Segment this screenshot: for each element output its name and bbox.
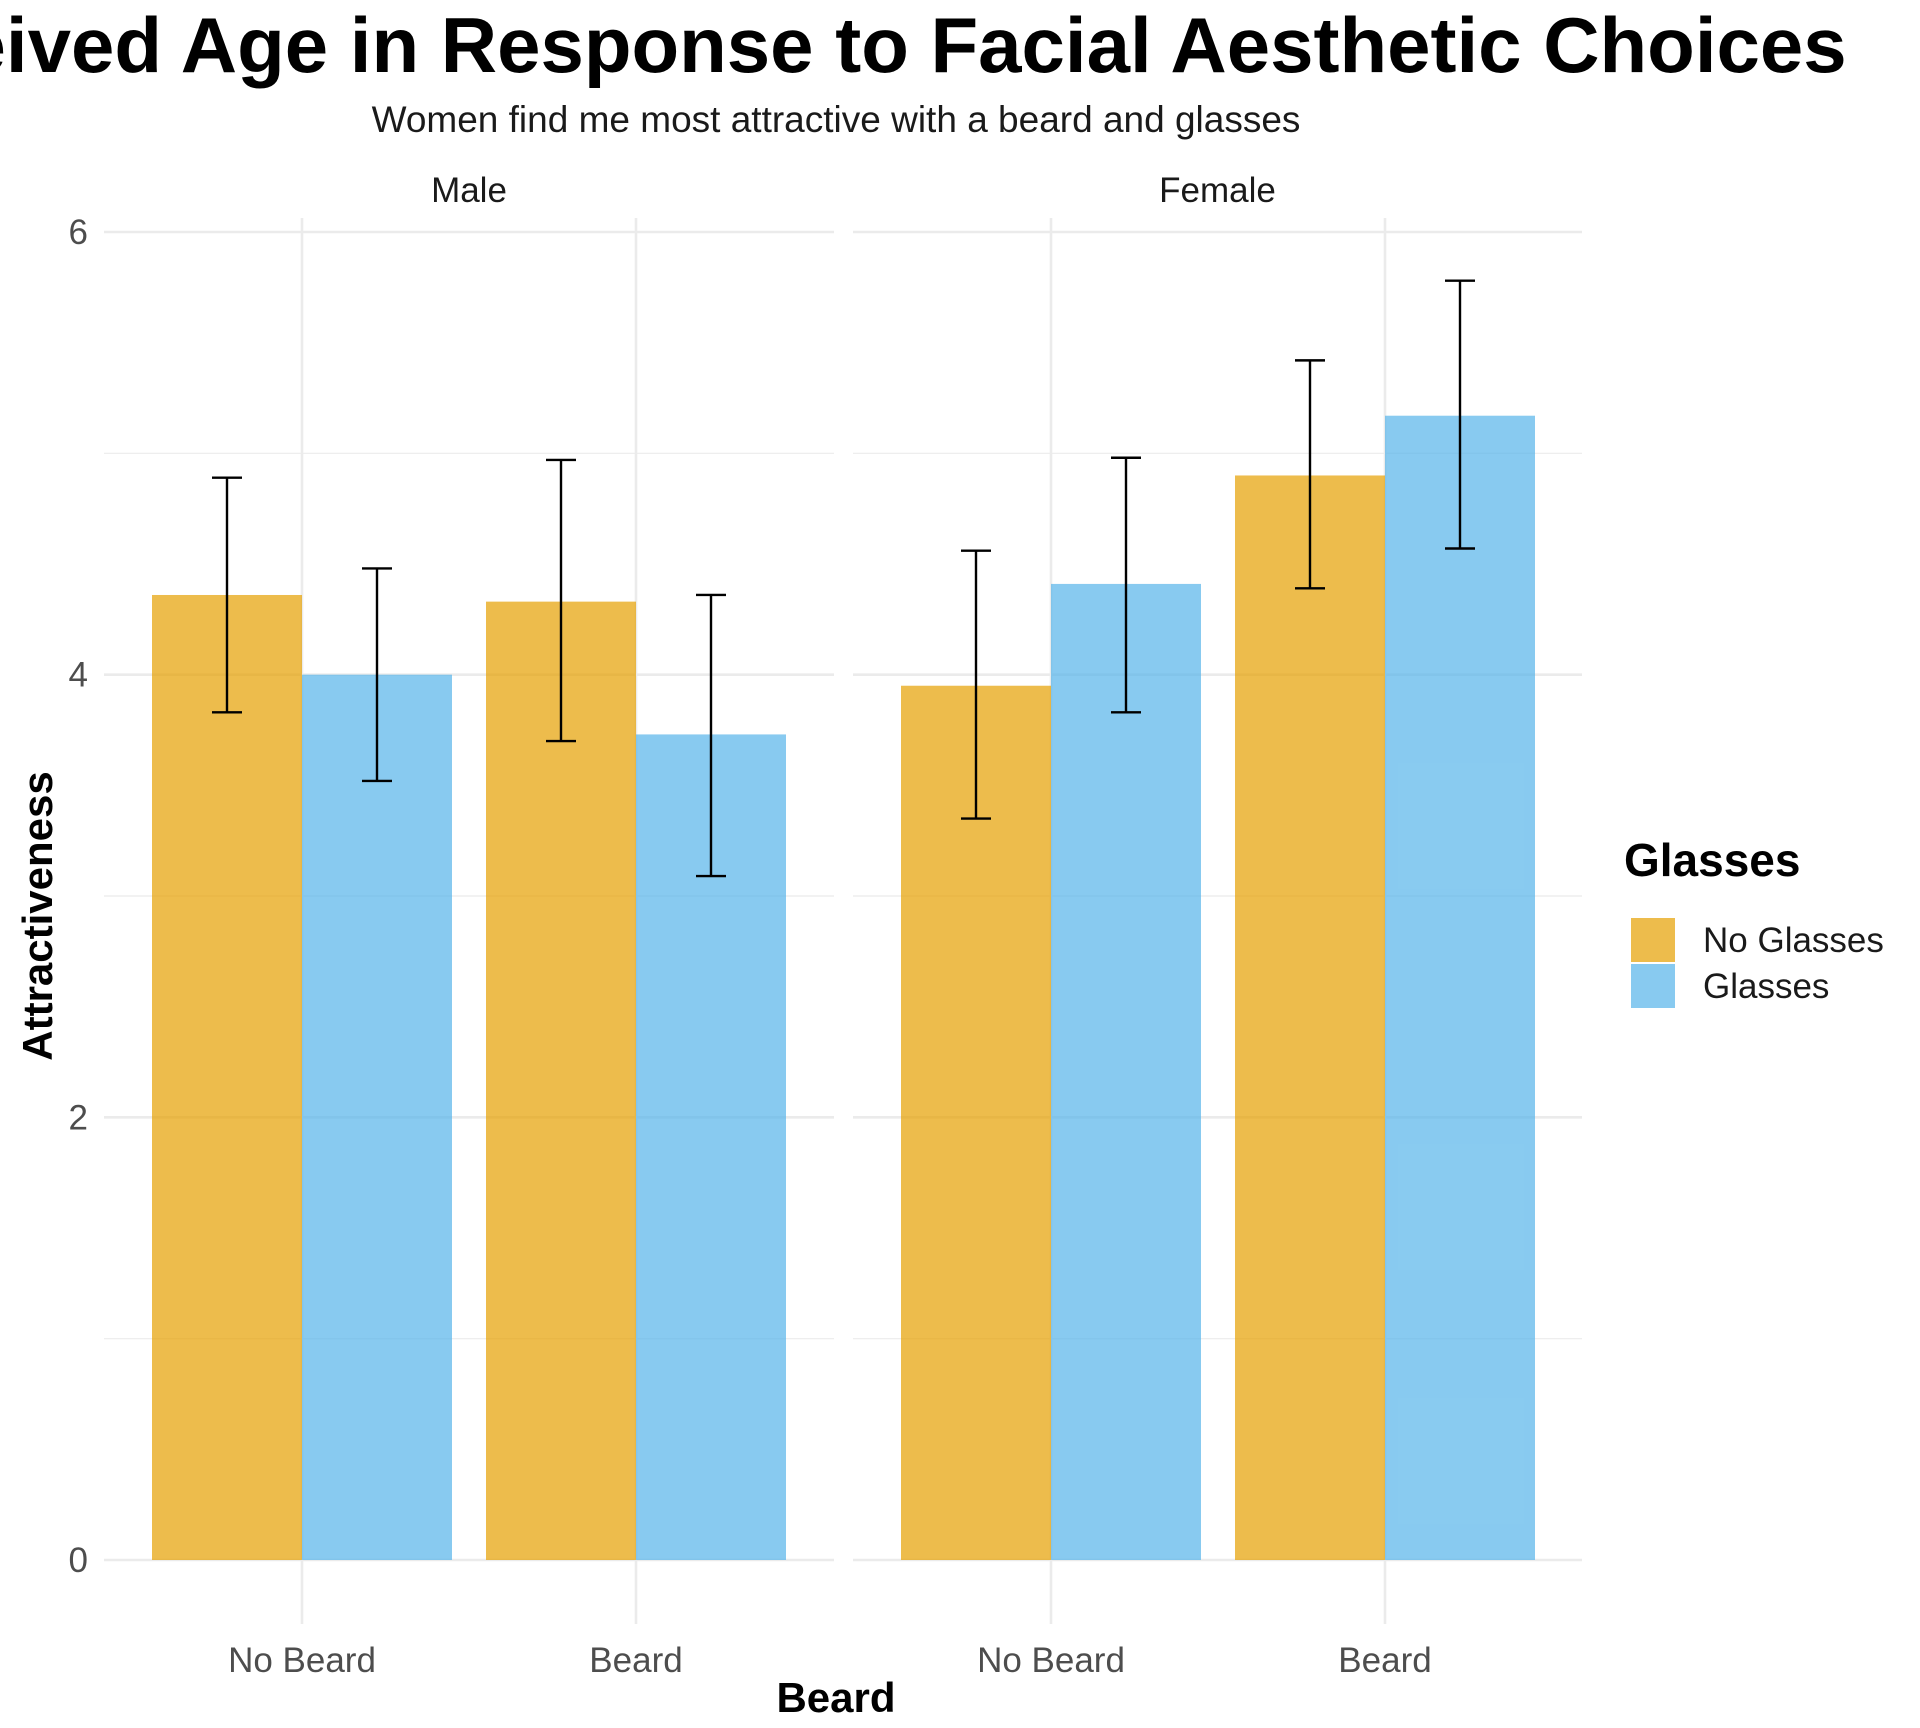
facet-panel-male: Male No Beard Beard	[104, 171, 834, 1680]
y-tick-label: 4	[69, 656, 88, 695]
bar-glasses	[302, 674, 452, 1560]
x-axis-title: Beard	[776, 1674, 895, 1721]
x-tick-label: Beard	[589, 1641, 682, 1680]
legend-key-no-glasses	[1631, 918, 1675, 962]
error-bar	[1445, 279, 1475, 550]
x-tick-label: Beard	[1338, 1641, 1431, 1680]
facet-panels: 0 2 4 6 Male No Beard Beard Female No Beard Beard	[69, 171, 1582, 1680]
legend-label: Glasses	[1703, 967, 1829, 1006]
x-tick-label: No Beard	[228, 1641, 376, 1680]
bar-no-glasses	[152, 594, 302, 1560]
error-bar	[1111, 456, 1141, 714]
chart-subtitle: Women find me most attractive with a bea…	[372, 99, 1301, 140]
bar-glasses	[1385, 415, 1535, 1560]
error-bar	[1295, 359, 1325, 590]
bar-glasses	[1051, 583, 1201, 1560]
y-axis-title: Attractiveness	[14, 771, 61, 1060]
error-bar	[212, 476, 242, 714]
error-bar	[546, 458, 576, 743]
chart-title: Perceived Age in Response to Facial Aest…	[0, 1, 1847, 89]
bar-no-glasses	[901, 685, 1051, 1560]
legend: Glasses No Glasses Glasses	[1624, 834, 1884, 1008]
error-bar	[362, 567, 392, 783]
legend-label: No Glasses	[1703, 921, 1884, 960]
legend-title: Glasses	[1624, 834, 1800, 886]
bar-no-glasses	[486, 601, 636, 1560]
y-tick-label: 0	[69, 1541, 88, 1580]
error-bar	[696, 593, 726, 878]
x-tick-label: No Beard	[977, 1641, 1125, 1680]
bar-no-glasses	[1235, 475, 1385, 1560]
facet-panel-female: Female No Beard Beard	[853, 171, 1582, 1680]
y-tick-label: 6	[69, 213, 88, 252]
facet-strip-label: Male	[431, 171, 507, 210]
y-tick-label: 2	[69, 1098, 88, 1137]
error-bar	[961, 549, 991, 820]
facet-strip-label: Female	[1159, 171, 1276, 210]
legend-key-glasses	[1631, 964, 1675, 1008]
